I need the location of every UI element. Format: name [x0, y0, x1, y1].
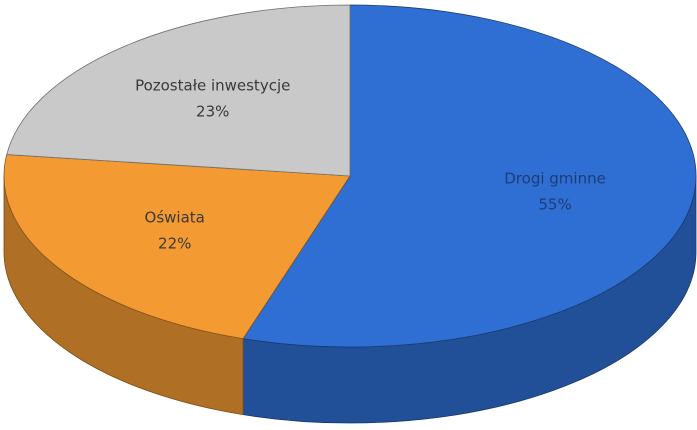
slice	[242, 4, 697, 348]
slice-value-label: 22%	[158, 234, 191, 252]
slice-value-label: 55%	[538, 196, 571, 214]
pie-tops	[3, 4, 697, 348]
slice-label: Pozostałe inwestycje	[135, 77, 290, 95]
slice-label: Oświata	[145, 208, 205, 226]
slice-value-label: 23%	[196, 103, 229, 121]
slice	[6, 4, 351, 177]
slice	[3, 154, 351, 340]
pie-labels: Drogi gminne 55% Oświata 22% Pozostałe inwes…	[135, 77, 606, 253]
slice-label: Drogi gminne	[504, 170, 606, 188]
